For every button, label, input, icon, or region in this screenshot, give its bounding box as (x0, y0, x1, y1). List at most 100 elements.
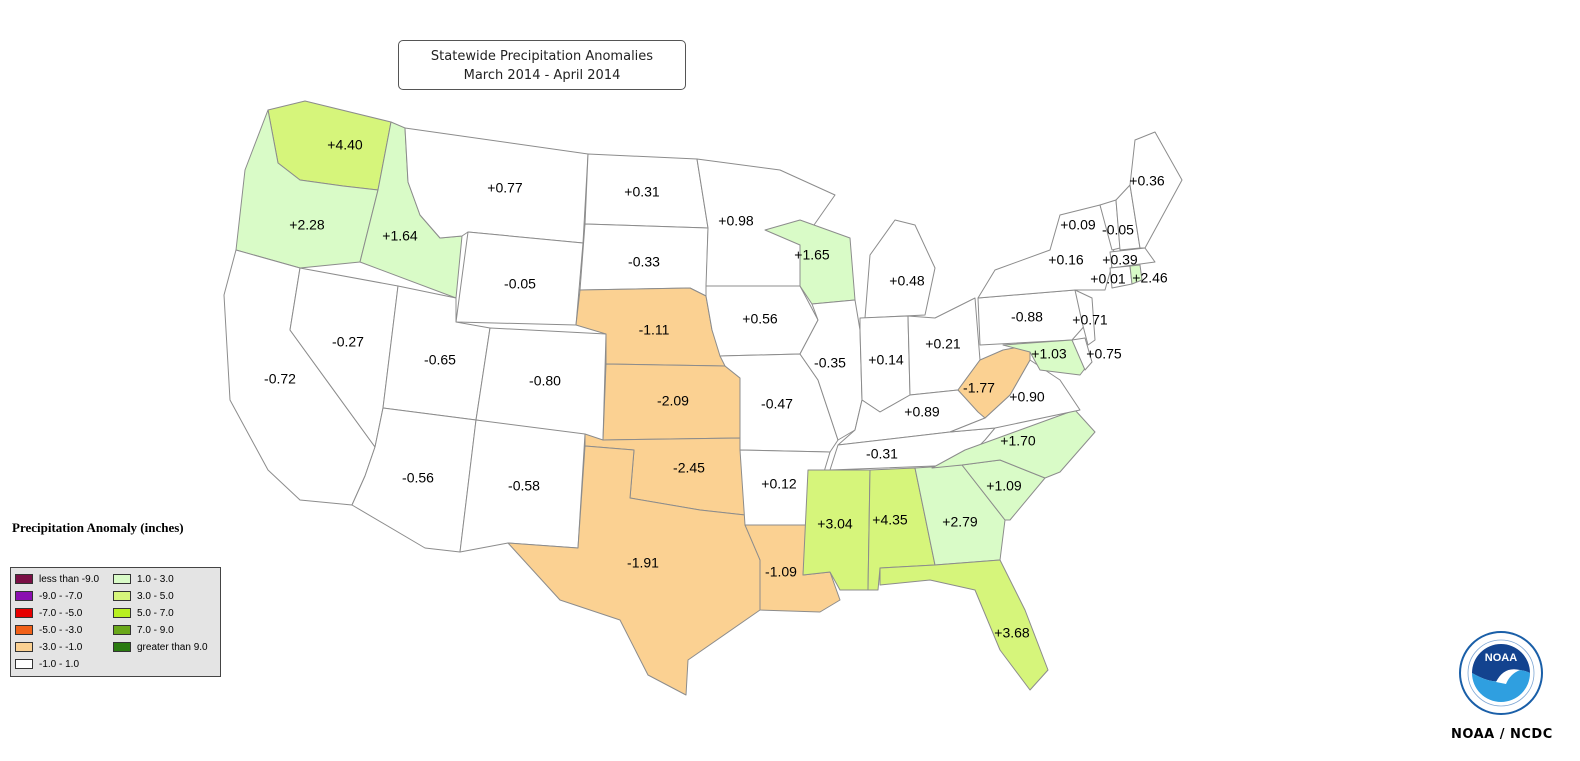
legend-label: -1.0 - 1.0 (39, 658, 80, 670)
legend-label: -7.0 - -5.0 (39, 607, 83, 619)
legend-item: less than -9.0 (15, 572, 99, 586)
value-MS: +3.04 (817, 516, 853, 532)
value-NY: +0.16 (1048, 252, 1084, 268)
state-TX[interactable] (507, 445, 761, 696)
legend-swatch (113, 574, 131, 584)
legend-swatch (15, 642, 33, 652)
value-AL: +4.35 (872, 512, 908, 528)
value-ID: +1.64 (382, 228, 418, 244)
legend-swatch (15, 625, 33, 635)
legend-label: less than -9.0 (39, 573, 100, 585)
value-NJ: +0.71 (1072, 312, 1108, 328)
legend-label: 5.0 - 7.0 (137, 607, 174, 619)
value-VT: +0.09 (1060, 217, 1096, 233)
value-ME: +0.36 (1129, 173, 1165, 189)
noaa-logo-icon: NOAA (1459, 631, 1543, 715)
value-MN: +0.98 (718, 213, 754, 229)
value-TN: -0.31 (866, 446, 898, 462)
legend-label: 3.0 - 5.0 (137, 590, 174, 602)
value-LA: -1.09 (765, 564, 797, 580)
map-subtitle-period: March 2014 - April 2014 (463, 68, 621, 83)
value-KS: -2.09 (657, 393, 689, 409)
legend-item: -5.0 - -3.0 (15, 623, 82, 637)
legend-swatch (113, 642, 131, 652)
state-FL[interactable] (879, 559, 1049, 691)
legend-swatch (15, 659, 33, 669)
legend-label: 7.0 - 9.0 (137, 624, 174, 636)
value-OH: +0.21 (925, 336, 961, 352)
value-NH: -0.05 (1102, 222, 1134, 238)
state-RI[interactable] (1129, 264, 1143, 285)
legend-swatch (15, 574, 33, 584)
value-CT: +0.01 (1090, 271, 1126, 287)
value-NV: -0.27 (332, 334, 364, 350)
value-WV: -1.77 (963, 380, 995, 396)
value-TX: -1.91 (627, 555, 659, 571)
legend-item: -7.0 - -5.0 (15, 606, 82, 620)
value-IA: +0.56 (742, 311, 778, 327)
state-MA[interactable] (1109, 247, 1156, 269)
legend-item: 1.0 - 3.0 (113, 572, 174, 586)
legend-label: greater than 9.0 (137, 641, 208, 653)
state-NJ[interactable] (1074, 289, 1096, 346)
value-MA: +0.39 (1102, 252, 1138, 268)
legend-label: -5.0 - -3.0 (39, 624, 83, 636)
legend-swatch (15, 591, 33, 601)
value-GA: +2.79 (942, 514, 978, 530)
value-MT: +0.77 (487, 180, 523, 196)
value-UT: -0.65 (424, 352, 456, 368)
value-RI: +2.46 (1132, 270, 1168, 286)
legend-swatch (113, 608, 131, 618)
value-AZ: -0.56 (402, 470, 434, 486)
state-ME[interactable] (1129, 131, 1183, 249)
value-DE: +0.75 (1086, 346, 1122, 362)
map-title-box: Statewide Precipitation Anomalies March … (398, 40, 686, 90)
value-MO: -0.47 (761, 396, 793, 412)
value-MD: +1.03 (1031, 346, 1067, 362)
legend-item: 3.0 - 5.0 (113, 589, 174, 603)
state-WV[interactable] (957, 344, 1031, 419)
legend-item: -3.0 - -1.0 (15, 640, 82, 654)
value-SD: -0.33 (628, 254, 660, 270)
credit-noaa-ncdc: NOAA / NCDC (1451, 727, 1553, 742)
value-WI: +1.65 (794, 247, 830, 263)
value-NC: +1.70 (1000, 433, 1036, 449)
value-WA: +4.40 (327, 137, 363, 153)
value-FL: +3.68 (994, 625, 1030, 641)
value-KY: +0.89 (904, 404, 940, 420)
legend-item: -9.0 - -7.0 (15, 589, 82, 603)
value-SC: +1.09 (986, 478, 1022, 494)
state-DE[interactable] (1071, 337, 1093, 371)
legend-label: -3.0 - -1.0 (39, 641, 83, 653)
value-OR: +2.28 (289, 217, 325, 233)
value-NM: -0.58 (508, 478, 540, 494)
legend-item: 5.0 - 7.0 (113, 606, 174, 620)
legend-label: 1.0 - 3.0 (137, 573, 174, 585)
map-title: Statewide Precipitation Anomalies (430, 49, 654, 64)
noaa-logo-text: NOAA (1485, 652, 1517, 664)
value-AR: +0.12 (761, 476, 797, 492)
value-NE: -1.11 (639, 322, 670, 338)
legend-item: -1.0 - 1.0 (15, 657, 79, 671)
legend-swatch (113, 591, 131, 601)
value-IL: -0.35 (814, 355, 846, 371)
value-WY: -0.05 (504, 276, 536, 292)
value-ND: +0.31 (624, 184, 660, 200)
legend-item: 7.0 - 9.0 (113, 623, 174, 637)
value-IN: +0.14 (868, 352, 904, 368)
value-OK: -2.45 (673, 460, 705, 476)
legend-swatch (113, 625, 131, 635)
legend-label: -9.0 - -7.0 (39, 590, 83, 602)
legend: less than -9.0 -9.0 - -7.0 -7.0 - -5.0 -… (10, 567, 221, 677)
value-VA: +0.90 (1009, 389, 1045, 405)
state-NC[interactable] (931, 409, 1096, 479)
value-CA: -0.72 (264, 371, 296, 387)
state-IL[interactable] (799, 299, 863, 441)
value-CO: -0.80 (529, 373, 561, 389)
value-MI: +0.48 (889, 273, 925, 289)
value-PA: -0.88 (1011, 309, 1043, 325)
state-MI[interactable] (864, 219, 936, 319)
legend-item: greater than 9.0 (113, 640, 208, 654)
legend-title: Precipitation Anomaly (inches) (12, 520, 184, 535)
